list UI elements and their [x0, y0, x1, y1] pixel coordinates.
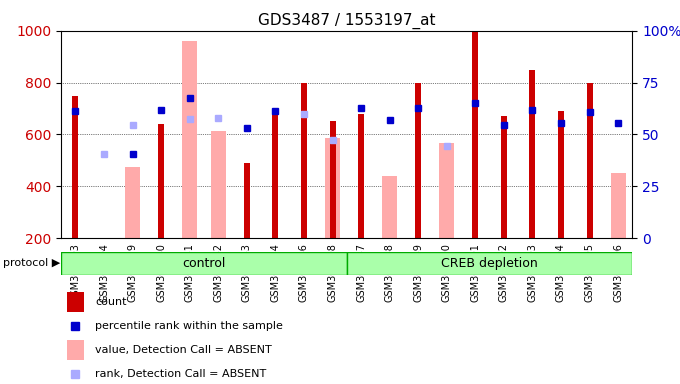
Bar: [439, 144, 454, 238]
FancyBboxPatch shape: [147, 31, 175, 238]
FancyBboxPatch shape: [204, 31, 233, 238]
FancyBboxPatch shape: [375, 31, 404, 238]
Bar: [461, 31, 490, 238]
Text: percentile rank within the sample: percentile rank within the sample: [95, 321, 284, 331]
FancyBboxPatch shape: [518, 31, 547, 238]
FancyBboxPatch shape: [233, 31, 261, 238]
Bar: [358, 114, 364, 238]
Bar: [61, 31, 90, 238]
Bar: [204, 31, 233, 238]
Bar: [604, 31, 632, 238]
Bar: [118, 31, 147, 238]
Bar: [158, 124, 164, 238]
Bar: [73, 96, 78, 238]
FancyBboxPatch shape: [347, 252, 632, 275]
Text: protocol ▶: protocol ▶: [3, 258, 61, 268]
Bar: [67, 340, 84, 360]
Bar: [404, 31, 432, 238]
Text: CREB depletion: CREB depletion: [441, 257, 538, 270]
FancyBboxPatch shape: [604, 31, 632, 238]
Bar: [347, 31, 375, 238]
Bar: [587, 83, 592, 238]
FancyBboxPatch shape: [90, 31, 118, 238]
Bar: [547, 31, 575, 238]
Bar: [330, 121, 335, 238]
FancyBboxPatch shape: [175, 31, 204, 238]
Bar: [261, 31, 290, 238]
Text: count: count: [95, 297, 127, 307]
Bar: [518, 31, 547, 238]
Bar: [211, 131, 226, 238]
FancyBboxPatch shape: [118, 31, 147, 238]
FancyBboxPatch shape: [61, 31, 90, 238]
Bar: [611, 173, 626, 238]
Bar: [501, 116, 507, 238]
Bar: [325, 138, 340, 238]
Title: GDS3487 / 1553197_at: GDS3487 / 1553197_at: [258, 13, 436, 29]
Bar: [530, 70, 535, 238]
FancyBboxPatch shape: [347, 31, 375, 238]
Bar: [175, 31, 204, 238]
FancyBboxPatch shape: [461, 31, 490, 238]
Bar: [125, 167, 140, 238]
Bar: [490, 31, 518, 238]
Text: control: control: [182, 257, 226, 270]
Text: value, Detection Call = ABSENT: value, Detection Call = ABSENT: [95, 345, 272, 355]
Bar: [233, 31, 261, 238]
Bar: [301, 83, 307, 238]
FancyBboxPatch shape: [404, 31, 432, 238]
Bar: [273, 114, 278, 238]
Bar: [382, 176, 397, 238]
Bar: [90, 31, 118, 238]
Bar: [290, 31, 318, 238]
Bar: [558, 111, 564, 238]
Bar: [375, 31, 404, 238]
Text: rank, Detection Call = ABSENT: rank, Detection Call = ABSENT: [95, 369, 267, 379]
FancyBboxPatch shape: [547, 31, 575, 238]
FancyBboxPatch shape: [290, 31, 318, 238]
Bar: [244, 163, 250, 238]
Bar: [575, 31, 604, 238]
FancyBboxPatch shape: [490, 31, 518, 238]
FancyBboxPatch shape: [61, 252, 347, 275]
Bar: [318, 31, 347, 238]
FancyBboxPatch shape: [261, 31, 290, 238]
Bar: [182, 41, 197, 238]
FancyBboxPatch shape: [318, 31, 347, 238]
Bar: [147, 31, 175, 238]
FancyBboxPatch shape: [575, 31, 604, 238]
FancyBboxPatch shape: [432, 31, 461, 238]
Bar: [432, 31, 461, 238]
Bar: [415, 83, 421, 238]
Bar: [67, 292, 84, 312]
Bar: [473, 31, 478, 238]
